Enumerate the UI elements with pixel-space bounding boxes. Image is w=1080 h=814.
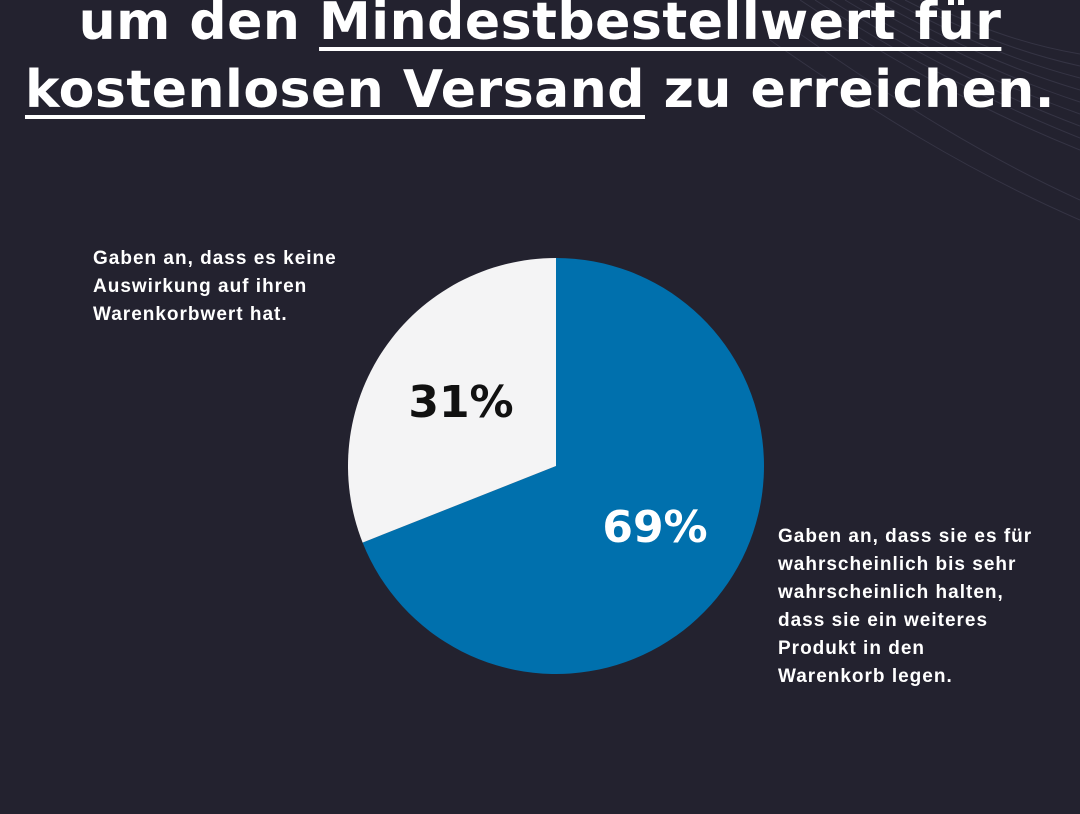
headline-line-2-suffix: zu erreichen. xyxy=(644,60,1056,120)
headline-line-1-prefix: um den xyxy=(78,0,320,52)
annotation-line: dass sie ein weiteres xyxy=(778,610,989,631)
annotation-line: Warenkorbwert hat. xyxy=(93,304,288,325)
annotation-line: Warenkorb legen. xyxy=(778,666,953,687)
annotation-line: Gaben an, dass sie es für xyxy=(778,526,1033,547)
pie-label-69: 69% xyxy=(602,502,707,553)
headline-line-2: kostenlosen Versand zu erreichen. xyxy=(0,56,1080,124)
annotation-line: Gaben an, dass es keine xyxy=(93,248,337,269)
annotation-line: wahrscheinlich bis sehr xyxy=(778,554,1017,575)
pie-slice-31 xyxy=(348,258,556,543)
pie-label-31: 31% xyxy=(408,377,513,428)
pie-slice-69 xyxy=(362,258,765,674)
headline-line-1: um den Mindestbestellwert für xyxy=(0,0,1080,56)
annotation-line: Produkt in den xyxy=(778,638,925,659)
headline: um den Mindestbestellwert für kostenlose… xyxy=(0,0,1080,124)
annotation-line: Auswirkung auf ihren xyxy=(93,276,308,297)
headline-highlight-versand: kostenlosen Versand xyxy=(24,60,645,120)
headline-highlight-mindestbestellwert: Mindestbestellwert für xyxy=(319,0,1002,52)
annotation-no-effect: Gaben an, dass es keine Auswirkung auf ih… xyxy=(93,245,383,329)
annotation-likely: Gaben an, dass sie es für wahrscheinlich … xyxy=(778,523,1068,691)
annotation-line: wahrscheinlich halten, xyxy=(778,582,1004,603)
